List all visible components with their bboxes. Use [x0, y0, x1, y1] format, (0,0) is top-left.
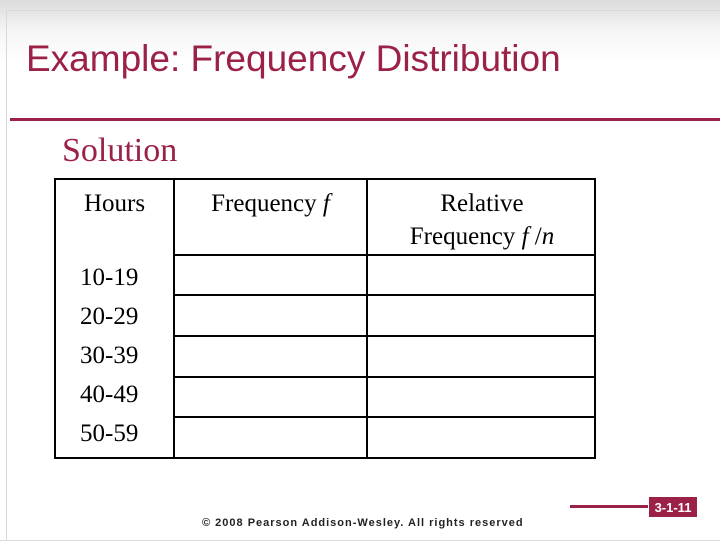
- frequency-cell: [175, 337, 366, 376]
- frequency-table: Hours Frequency f Relative Frequency f /…: [54, 178, 596, 459]
- slide-frame: [6, 10, 719, 541]
- row-divider: [173, 376, 596, 378]
- column-divider: [366, 180, 368, 457]
- header-relative-line2: Frequency f /n: [409, 223, 555, 250]
- title-divider: [10, 118, 720, 121]
- frequency-cell: [175, 418, 366, 457]
- relative-frequency-cell: [368, 337, 596, 376]
- row-divider: [173, 335, 596, 337]
- hours-bin: 40-49: [80, 381, 139, 408]
- header-relative-frequency: Relative Frequency f /n: [368, 187, 596, 253]
- relative-frequency-cell: [368, 418, 596, 457]
- header-frequency: Frequency f: [175, 187, 366, 220]
- header-relative-line1: Relative: [440, 190, 524, 217]
- relative-frequency-cell: [368, 378, 596, 416]
- copyright-footer: © 2008 Pearson Addison-Wesley. All right…: [202, 517, 524, 529]
- row-divider: [173, 416, 596, 418]
- header-hours: Hours: [83, 190, 146, 217]
- hours-bin: 20-29: [80, 303, 139, 330]
- frequency-cell: [175, 296, 366, 335]
- hours-column: 10-19 20-29 30-39 40-49 50-59: [80, 258, 138, 453]
- row-divider: [173, 294, 596, 296]
- slide-title: Example: Frequency Distribution: [26, 38, 561, 79]
- hours-bin: 10-19: [80, 264, 139, 291]
- row-divider: [173, 254, 596, 256]
- solution-heading: Solution: [62, 132, 178, 169]
- header-frequency-label: Frequency f: [211, 190, 330, 217]
- frequency-cell: [175, 256, 366, 294]
- relative-frequency-cell: [368, 296, 596, 335]
- hours-bin: 50-59: [80, 420, 139, 447]
- relative-frequency-cell: [368, 256, 596, 294]
- column-divider: [173, 180, 175, 457]
- badge-accent-line: [570, 505, 650, 508]
- hours-bin: 30-39: [80, 342, 139, 369]
- slide-number-badge: 3-1-11: [648, 496, 698, 518]
- frequency-cell: [175, 378, 366, 416]
